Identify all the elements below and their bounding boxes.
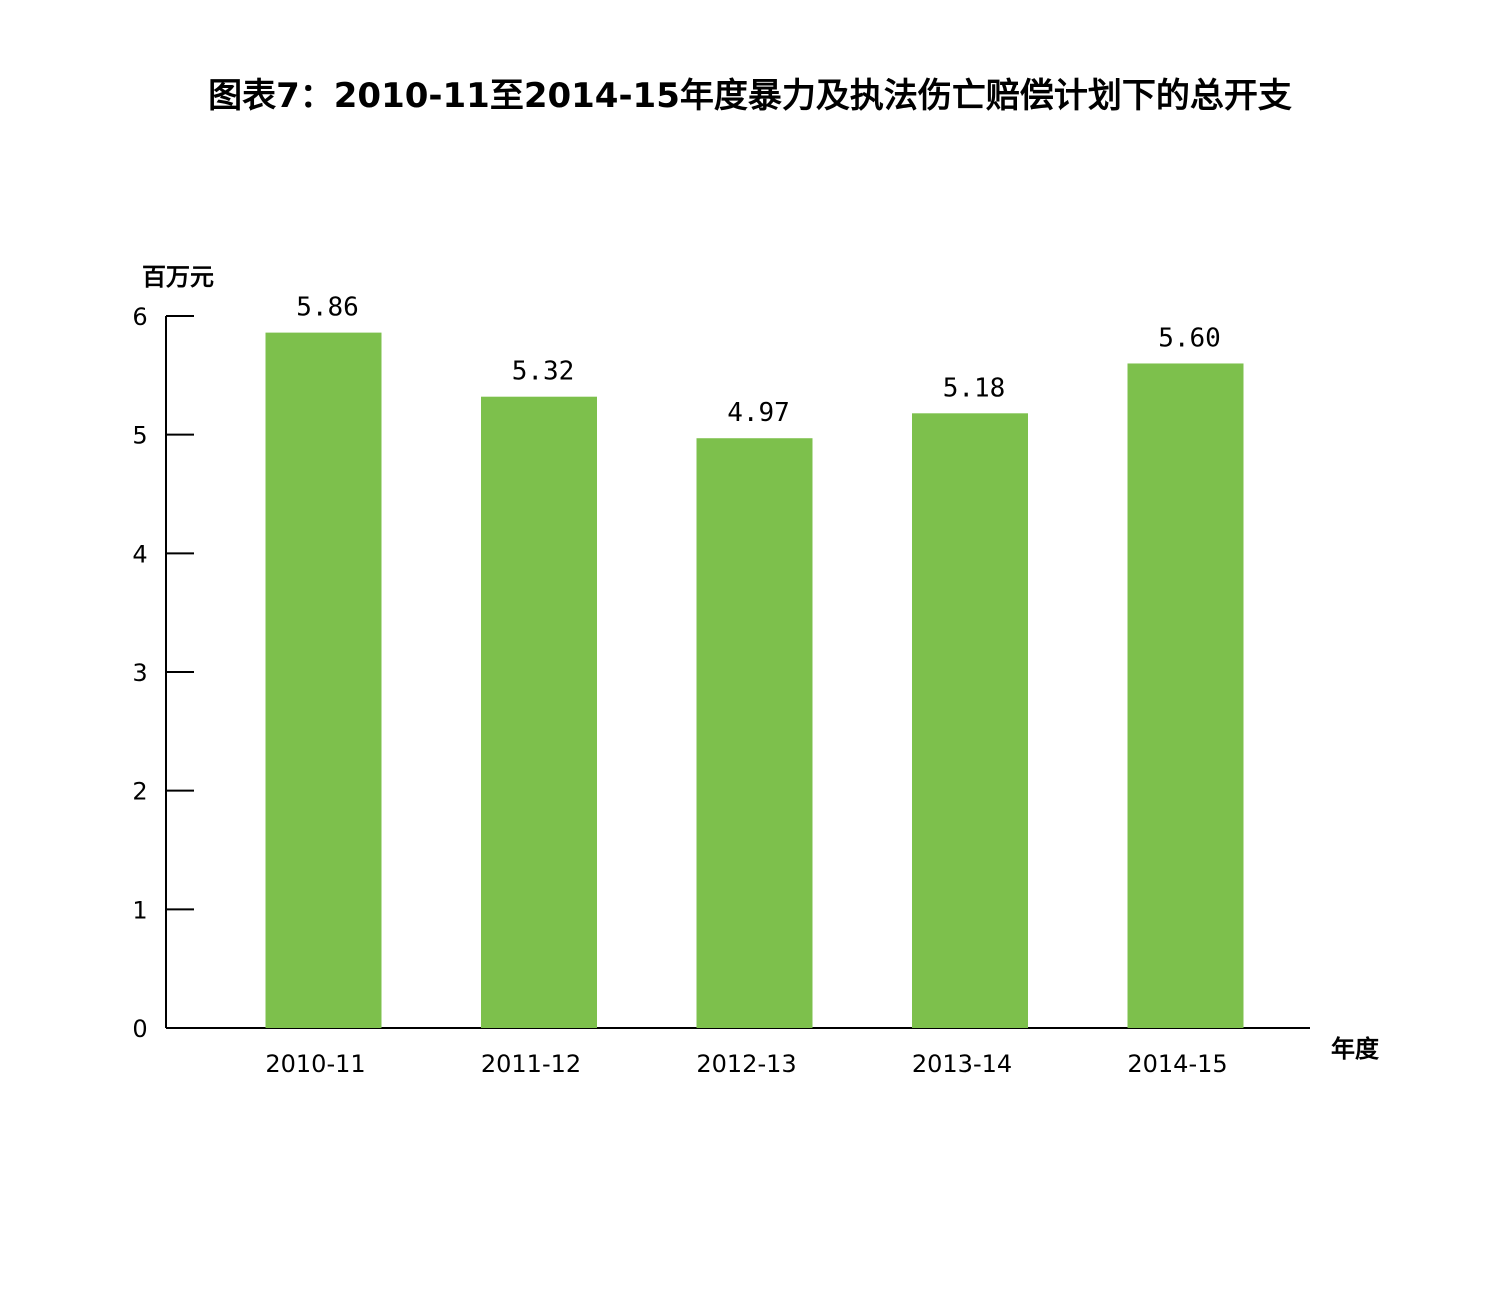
x-category-label: 2013-14 — [912, 1050, 1012, 1078]
y-tick-label: 1 — [132, 896, 147, 924]
x-category-label: 2012-13 — [696, 1050, 796, 1078]
x-category-label: 2011-12 — [481, 1050, 581, 1078]
y-tick-label: 4 — [132, 540, 147, 568]
bar — [265, 332, 382, 1028]
x-category-label: 2014-15 — [1127, 1050, 1227, 1078]
bar-value-label: 5.60 — [1158, 323, 1221, 353]
y-tick-label: 5 — [132, 422, 147, 450]
y-tick-label: 6 — [132, 303, 147, 331]
y-tick-label: 3 — [132, 659, 147, 687]
bar-value-label: 5.32 — [512, 357, 575, 387]
y-tick-label: 2 — [132, 778, 147, 806]
bar — [696, 438, 813, 1028]
bar — [912, 413, 1028, 1029]
data-labels: 5.86 5.32 4.97 5.18 5.60 — [296, 293, 1221, 429]
y-axis-unit-label: 百万元 — [142, 263, 214, 291]
bar-value-label: 4.97 — [727, 398, 790, 428]
bar-value-label: 5.18 — [943, 373, 1006, 403]
bars — [265, 332, 1244, 1029]
bar — [1127, 363, 1244, 1028]
bar-value-label: 5.86 — [296, 293, 359, 323]
x-axis-title: 年度 — [1331, 1035, 1380, 1063]
y-tick-label: 0 — [132, 1015, 147, 1043]
chart-title: 图表7：2010-11至2014-15年度暴力及执法伤亡赔偿计划下的总开支 — [208, 76, 1292, 116]
x-category-label: 2010-11 — [265, 1050, 365, 1078]
x-axis-categories: 2010-11 2011-12 2012-13 2013-14 2014-15 — [265, 1050, 1227, 1078]
y-axis-ticks: 0 1 2 3 4 5 6 — [132, 303, 194, 1043]
bar — [481, 396, 597, 1028]
